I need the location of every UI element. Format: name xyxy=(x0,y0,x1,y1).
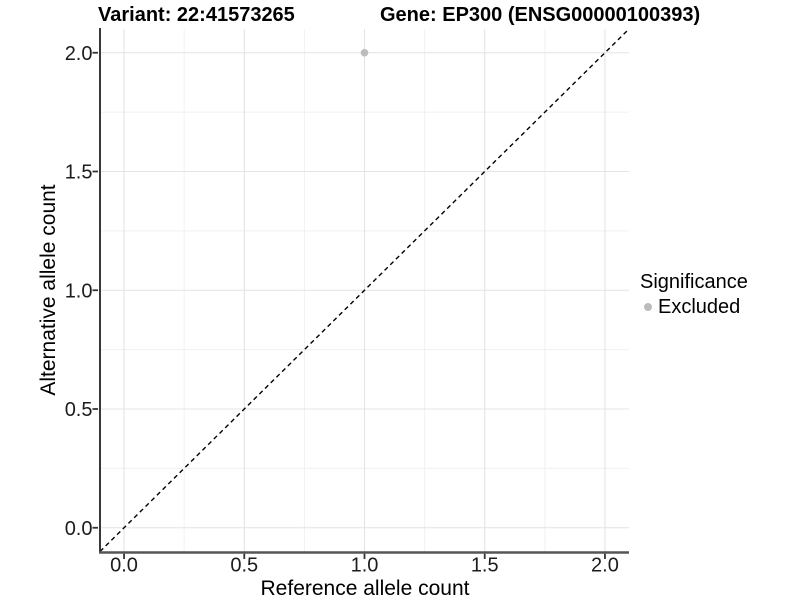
identity-reference-line xyxy=(99,28,630,552)
legend-entries: Excluded xyxy=(640,296,748,318)
x-tick-label: 0.5 xyxy=(230,555,258,577)
legend: Significance Excluded xyxy=(640,271,748,318)
legend-title: Significance xyxy=(640,271,748,293)
x-axis-title: Reference allele count xyxy=(260,577,470,600)
x-tick-label: 1.0 xyxy=(351,555,379,577)
y-tick-label: 1.5 xyxy=(65,162,93,184)
y-tick-label: 1.0 xyxy=(65,280,93,302)
legend-entry: Excluded xyxy=(640,296,748,318)
plot-title-gene: Gene: EP300 (ENSG00000100393) xyxy=(380,4,701,26)
legend-point-icon xyxy=(644,303,652,311)
plot-title-variant: Variant: 22:41573265 xyxy=(98,4,295,26)
x-tick-label: 0.0 xyxy=(110,555,138,577)
legend-entry-label: Excluded xyxy=(658,296,741,318)
data-point xyxy=(360,48,369,57)
y-tick-label: 0.5 xyxy=(65,399,93,421)
y-axis-title: Alternative allele count xyxy=(37,184,60,396)
y-tick-label: 2.0 xyxy=(65,43,93,65)
y-tick-label: 0.0 xyxy=(65,518,93,540)
x-tick-label: 2.0 xyxy=(591,555,619,577)
x-tick-label: 1.5 xyxy=(471,555,499,577)
